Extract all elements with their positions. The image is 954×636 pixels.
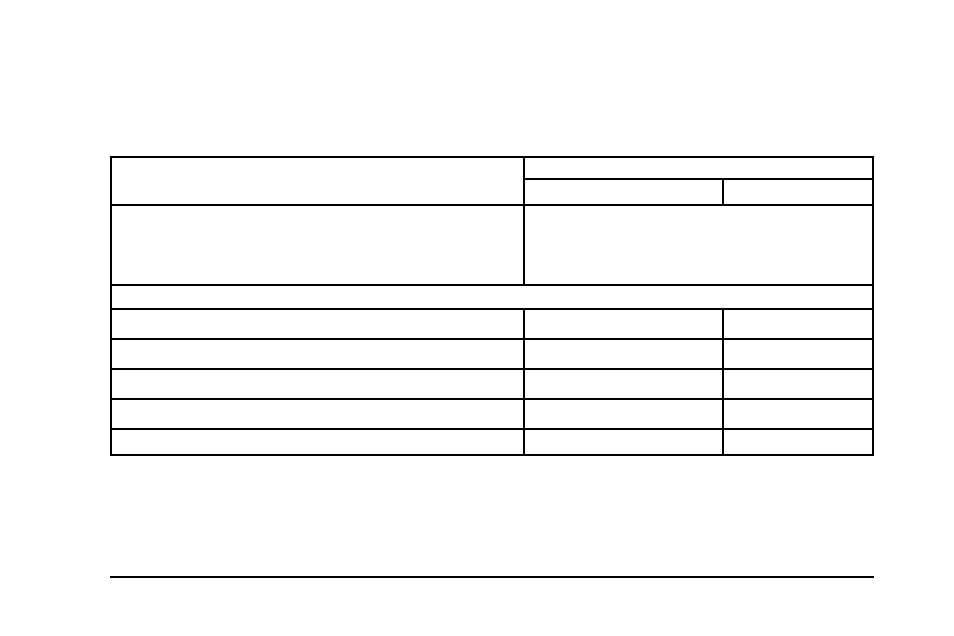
cell: [111, 369, 524, 399]
cell: [111, 309, 524, 339]
horizontal-rule: [110, 576, 874, 578]
table-row: [111, 339, 873, 369]
tall-cell-left: [111, 205, 524, 285]
form-table: [110, 156, 874, 456]
table-row: [111, 399, 873, 429]
cell: [524, 399, 723, 429]
header-cell-right-merged: [524, 157, 873, 179]
cell: [524, 339, 723, 369]
table-header-row-3: [111, 205, 873, 285]
table-row: [111, 369, 873, 399]
cell: [723, 369, 873, 399]
cell: [111, 399, 524, 429]
cell: [111, 429, 524, 455]
tall-cell-right-merged: [524, 205, 873, 285]
table-row: [111, 429, 873, 455]
cell: [723, 429, 873, 455]
full-span-cell: [111, 285, 873, 309]
cell: [723, 339, 873, 369]
table: [110, 156, 874, 456]
table-span-row: [111, 285, 873, 309]
cell: [524, 429, 723, 455]
cell: [111, 339, 524, 369]
header-subcell-2: [723, 179, 873, 205]
cell: [723, 309, 873, 339]
cell: [723, 399, 873, 429]
table-row: [111, 309, 873, 339]
cell: [524, 309, 723, 339]
header-cell-left: [111, 157, 524, 205]
cell: [524, 369, 723, 399]
table-header-row-1: [111, 157, 873, 179]
header-subcell-1: [524, 179, 723, 205]
